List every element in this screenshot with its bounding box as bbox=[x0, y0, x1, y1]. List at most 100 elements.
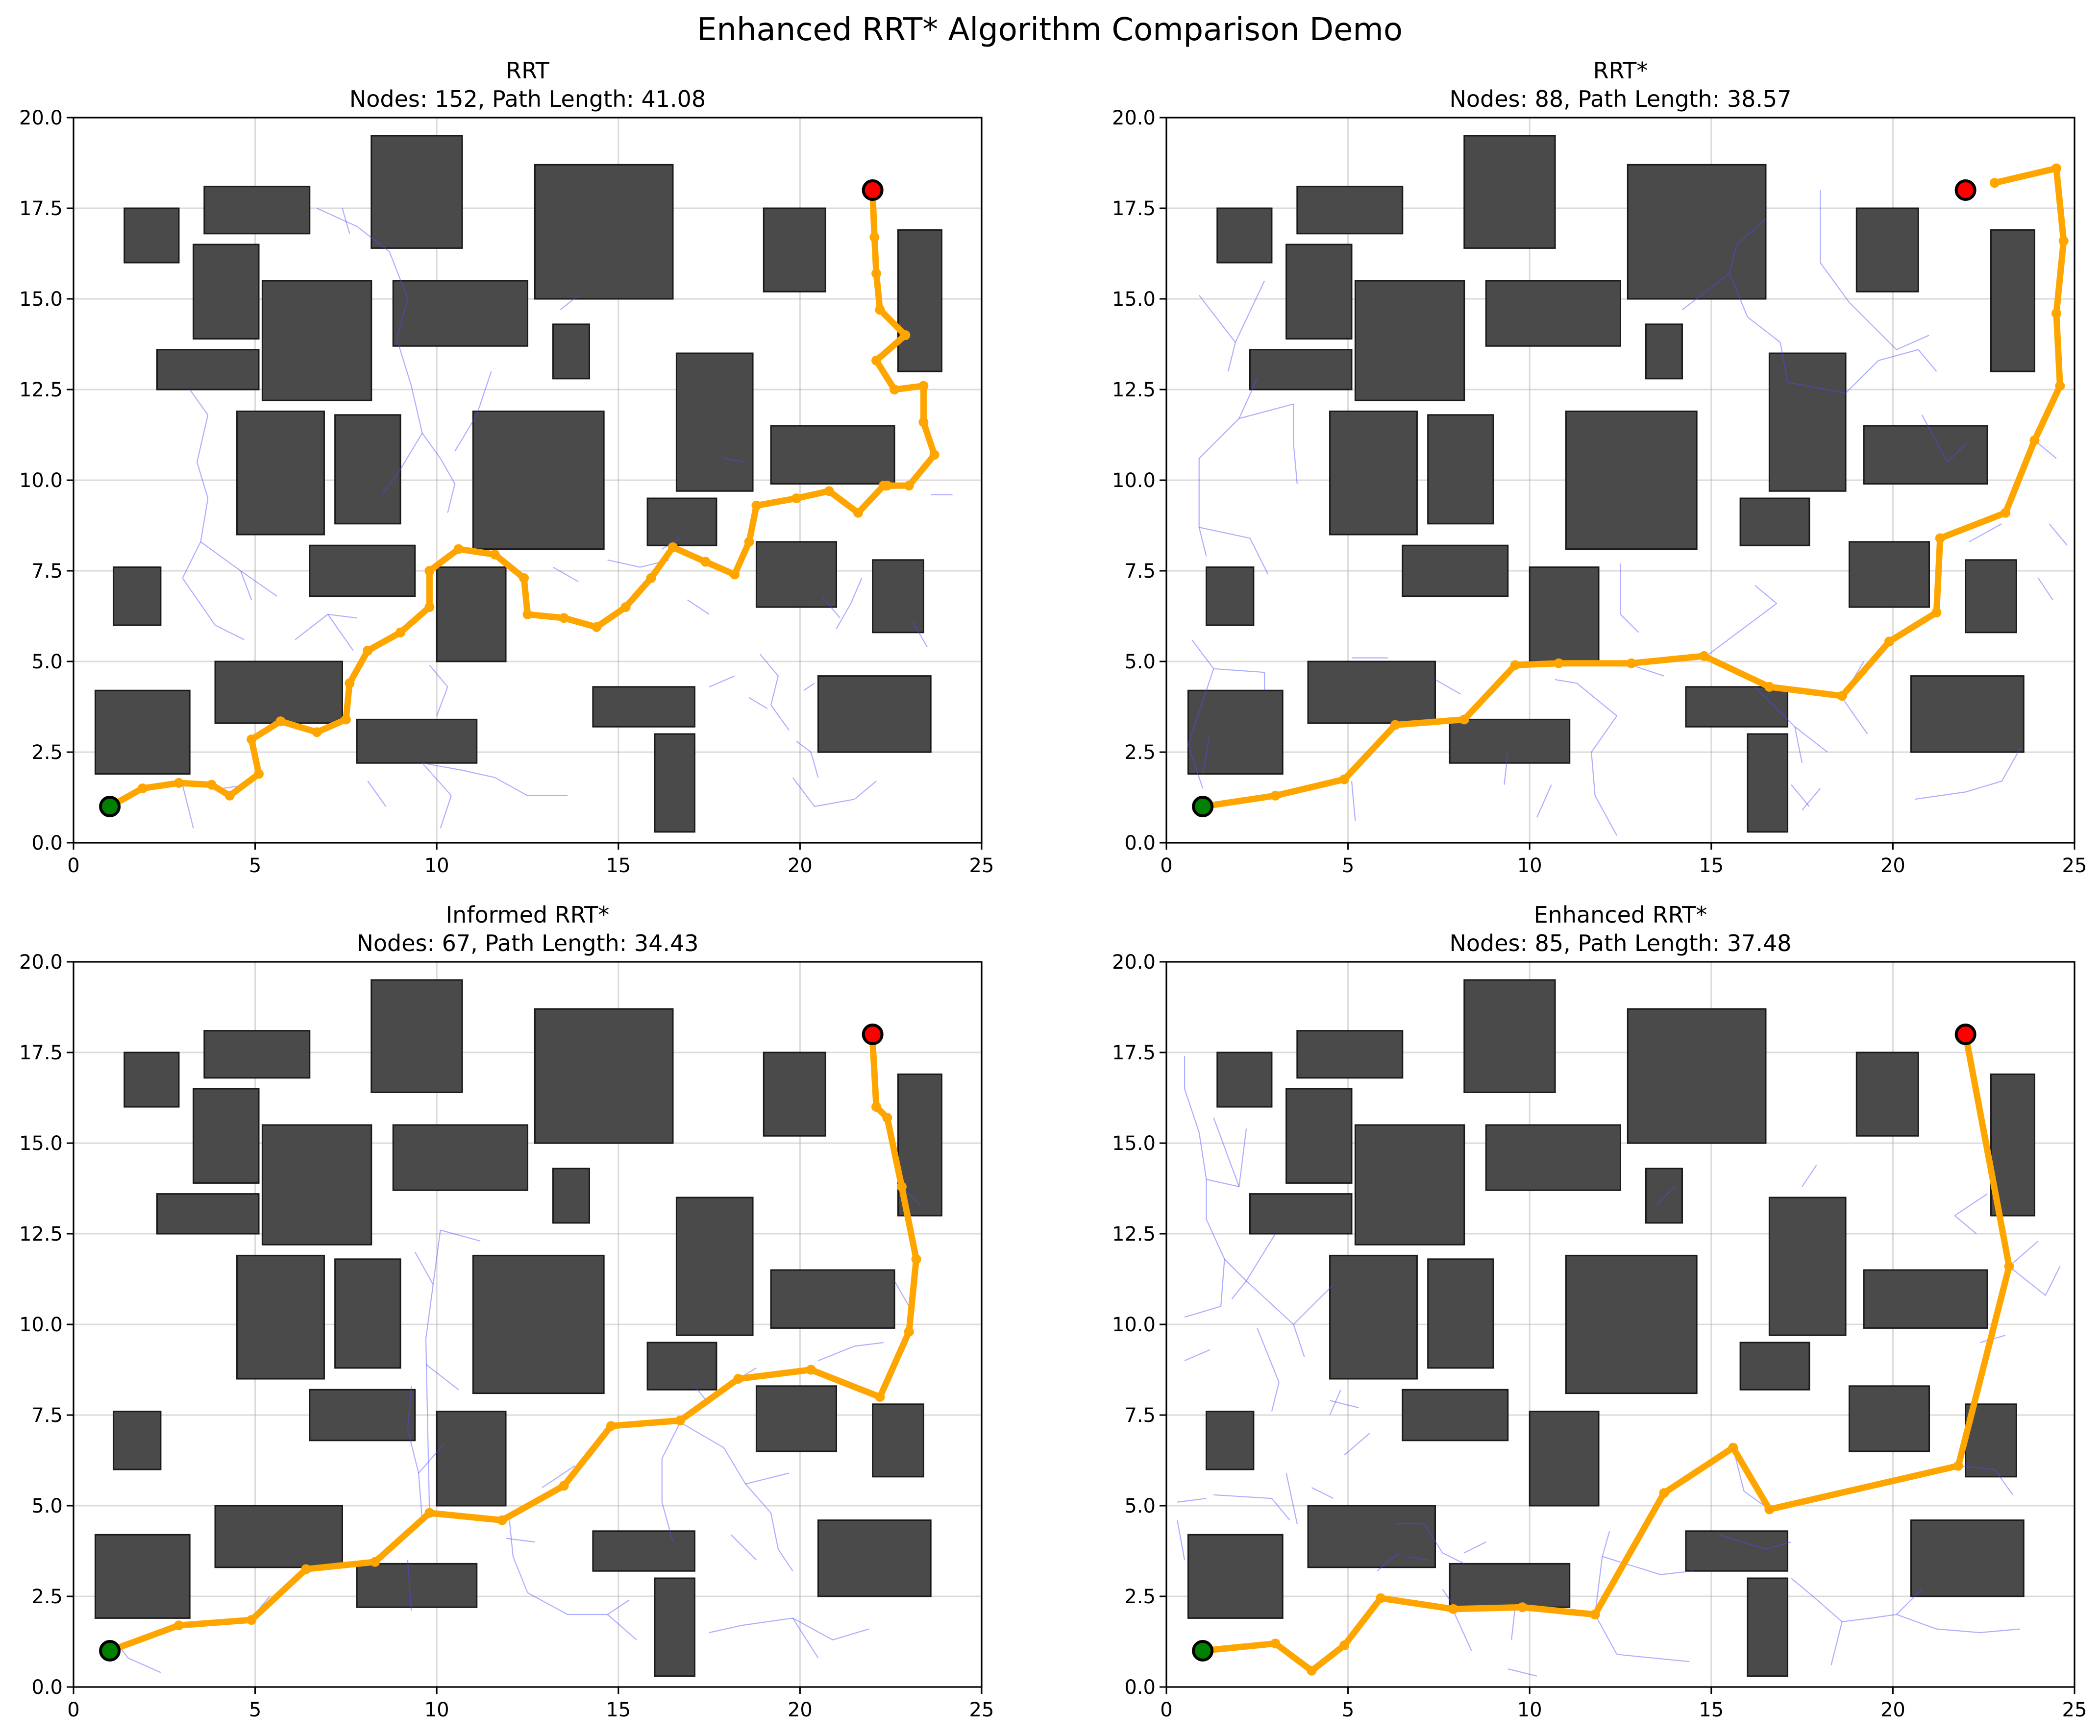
y-tick-label: 17.5 bbox=[19, 1042, 63, 1064]
obstacle bbox=[156, 349, 260, 391]
tree-edge bbox=[1842, 1617, 1872, 1622]
obstacle bbox=[1427, 414, 1494, 525]
path-point bbox=[173, 778, 184, 788]
path-point bbox=[824, 486, 834, 496]
tree-edge bbox=[407, 1429, 420, 1473]
path-line bbox=[1199, 1031, 2013, 1674]
x-tick-label: 15 bbox=[606, 1699, 631, 1721]
tree-edge bbox=[1344, 1433, 1370, 1456]
tree-edge bbox=[421, 762, 452, 796]
path-point bbox=[729, 569, 740, 580]
tree-edge bbox=[494, 777, 528, 796]
tree-edge bbox=[1980, 1628, 2020, 1634]
tree-edge bbox=[505, 1538, 535, 1543]
obstacle bbox=[1529, 566, 1600, 662]
tree-edge bbox=[407, 1386, 412, 1430]
path-point bbox=[424, 1508, 435, 1518]
tree-edge bbox=[1257, 1327, 1280, 1383]
x-tick-label: 20 bbox=[1880, 855, 1905, 877]
obstacle bbox=[1990, 229, 2035, 372]
panel-title: Enhanced RRT* bbox=[1534, 902, 1707, 928]
tree-edge bbox=[2037, 578, 2053, 600]
figure-title: Enhanced RRT* Algorithm Comparison Demo bbox=[697, 12, 1403, 48]
path-point bbox=[675, 1416, 685, 1426]
obstacle bbox=[436, 1411, 507, 1507]
tree-edge bbox=[778, 1549, 793, 1571]
tree-edge bbox=[821, 596, 840, 618]
tree-edge bbox=[396, 298, 408, 339]
obstacle bbox=[755, 1385, 838, 1452]
path-point bbox=[1699, 651, 1709, 661]
tree-edge bbox=[680, 1421, 724, 1448]
y-tick-label: 15.0 bbox=[1112, 288, 1156, 311]
obstacle bbox=[1855, 207, 1919, 293]
obstacle bbox=[1485, 280, 1622, 347]
tree-edge bbox=[1351, 781, 1356, 821]
path-point bbox=[1626, 658, 1636, 668]
y-tick-label: 2.5 bbox=[31, 741, 63, 764]
y-tick-label: 15.0 bbox=[19, 288, 63, 311]
x-tick-label: 5 bbox=[1342, 855, 1354, 877]
obstacle bbox=[1249, 1193, 1353, 1235]
tree-edge bbox=[1224, 1259, 1247, 1281]
tree-edge bbox=[1329, 1389, 1341, 1416]
obstacle bbox=[1627, 164, 1767, 300]
path-point bbox=[853, 508, 863, 518]
tree-edge bbox=[509, 1520, 514, 1557]
x-tick-label: 25 bbox=[969, 1699, 994, 1721]
path-point bbox=[2051, 308, 2061, 318]
obstacle bbox=[334, 1258, 401, 1369]
obstacle bbox=[261, 280, 372, 401]
obstacle bbox=[1307, 660, 1436, 724]
obstacle bbox=[1329, 1254, 1418, 1380]
tree-edge bbox=[1293, 1284, 1334, 1325]
obstacle bbox=[1768, 352, 1847, 492]
panel-title: Informed RRT* bbox=[446, 902, 610, 928]
path-point bbox=[667, 542, 678, 552]
path-point bbox=[871, 355, 882, 366]
tree-edge bbox=[1202, 734, 1211, 774]
x-tick-label: 0 bbox=[67, 855, 79, 877]
tree-edge bbox=[1729, 244, 1737, 274]
tree-edge bbox=[1812, 1596, 1843, 1622]
tree-edge bbox=[836, 603, 852, 629]
y-tick-label: 2.5 bbox=[1124, 741, 1156, 764]
tree-edge bbox=[749, 697, 768, 709]
y-tick-label: 12.5 bbox=[1112, 379, 1156, 401]
x-tick-label: 15 bbox=[1699, 855, 1724, 877]
tree-edge bbox=[1198, 527, 1207, 557]
obstacle bbox=[1329, 410, 1418, 536]
tree-edge bbox=[1830, 1621, 1843, 1665]
plot-area bbox=[94, 135, 953, 833]
obstacle bbox=[356, 718, 478, 764]
obstacle bbox=[646, 1342, 717, 1391]
x-tick-label: 15 bbox=[1699, 1699, 1724, 1721]
start-marker bbox=[1192, 1640, 1214, 1662]
tree-edge bbox=[1453, 1611, 1472, 1651]
tree-edge bbox=[796, 740, 812, 753]
tree-edge bbox=[1213, 668, 1265, 673]
x-tick-label: 20 bbox=[788, 855, 813, 877]
path-point bbox=[341, 714, 351, 725]
tree-edge bbox=[476, 371, 492, 416]
obstacle bbox=[1427, 1258, 1494, 1369]
obstacle bbox=[552, 1168, 591, 1224]
path-point bbox=[1270, 1638, 1281, 1649]
obstacle bbox=[872, 559, 924, 634]
tree-edge bbox=[803, 683, 815, 691]
tree-edge bbox=[723, 1447, 746, 1485]
tree-edge bbox=[1536, 784, 1552, 818]
path-point bbox=[173, 1620, 184, 1631]
obstacle bbox=[1285, 244, 1353, 340]
path-point bbox=[2001, 508, 2011, 518]
tree-edge bbox=[1754, 585, 1777, 604]
tree-edge bbox=[1434, 679, 1461, 695]
tree-edge bbox=[400, 433, 423, 470]
x-tick-label: 10 bbox=[1517, 855, 1542, 877]
tree-edge bbox=[854, 781, 877, 800]
path-point bbox=[301, 1564, 311, 1574]
path-point bbox=[247, 1615, 257, 1625]
tree-edge bbox=[1246, 1233, 1276, 1281]
tree-edge bbox=[1442, 1552, 1465, 1565]
tree-edge bbox=[1653, 1657, 1690, 1663]
